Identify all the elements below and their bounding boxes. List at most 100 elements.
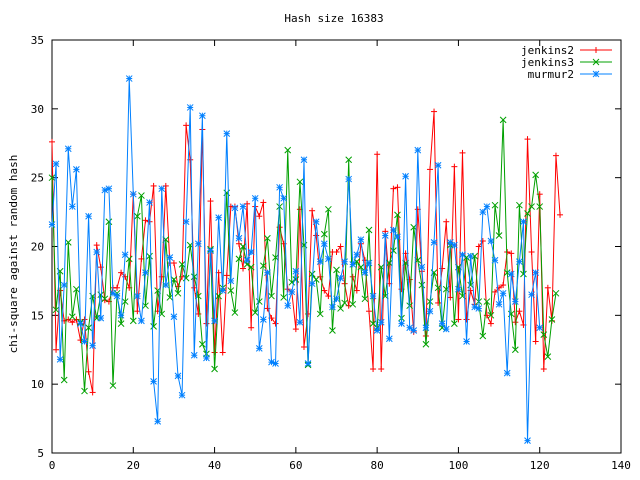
data-point (431, 108, 438, 115)
data-point (211, 365, 218, 373)
data-point (365, 226, 373, 234)
y-tick-label: 20 (31, 241, 44, 254)
data-point (491, 201, 499, 209)
y-tick-label: 30 (31, 103, 44, 116)
data-point (89, 342, 96, 349)
data-point (162, 281, 170, 289)
data-point (487, 320, 494, 327)
data-point (138, 317, 145, 325)
data-point (511, 298, 519, 305)
data-point (48, 221, 56, 228)
data-point (251, 194, 259, 202)
data-point (536, 203, 544, 210)
data-point (142, 217, 149, 224)
data-point (325, 255, 332, 263)
data-point (540, 366, 547, 373)
data-point (370, 366, 377, 373)
data-point (320, 230, 328, 238)
data-point (227, 277, 235, 285)
data-point (492, 288, 499, 295)
data-point (512, 319, 519, 326)
data-point (276, 183, 283, 191)
data-point (207, 198, 214, 205)
data-point (390, 185, 397, 192)
data-point (296, 178, 304, 186)
data-point (552, 152, 559, 159)
data-point (410, 327, 418, 334)
data-point (259, 262, 267, 270)
data-point (64, 239, 72, 246)
data-point (511, 346, 519, 354)
data-point (373, 327, 381, 334)
data-point (292, 267, 300, 275)
data-point (178, 391, 186, 399)
legend-label-jenkins3: jenkins3 (521, 56, 574, 69)
x-tick-label: 100 (448, 459, 468, 472)
data-point (223, 130, 231, 137)
data-point (374, 151, 381, 158)
data-point (524, 437, 531, 444)
data-point (264, 269, 271, 277)
data-point (341, 258, 348, 265)
data-point (385, 335, 393, 343)
series-layer (48, 75, 564, 444)
data-point (390, 247, 397, 254)
data-point (499, 116, 507, 124)
data-point (483, 203, 491, 210)
data-point (272, 360, 279, 367)
data-point (288, 288, 296, 296)
data-point (353, 287, 360, 294)
data-point (109, 382, 117, 389)
data-point (154, 417, 162, 425)
data-point (117, 311, 125, 319)
data-point (93, 242, 100, 249)
data-point (138, 192, 145, 199)
y-tick-label: 15 (31, 309, 44, 322)
series-murmur2 (48, 75, 544, 444)
data-point (174, 372, 182, 380)
data-point (508, 250, 515, 257)
data-point (114, 284, 121, 291)
data-point (394, 211, 401, 219)
data-point (443, 218, 450, 225)
data-point (422, 324, 430, 332)
data-point (68, 203, 76, 210)
data-point (264, 234, 271, 242)
data-point (366, 308, 373, 315)
data-point (313, 232, 320, 239)
data-point (308, 270, 316, 278)
data-point (117, 320, 125, 327)
data-point (406, 302, 414, 310)
y-axis-label: chi-square against random hash (7, 155, 20, 354)
data-point (248, 324, 255, 331)
data-point (239, 203, 247, 210)
data-point (235, 255, 243, 263)
data-point (365, 259, 373, 267)
data-point (475, 243, 482, 250)
data-point (540, 331, 548, 338)
data-point (162, 182, 169, 189)
data-point (422, 340, 430, 348)
y-ticks: 5 10 15 20 25 30 35 (31, 34, 621, 460)
data-point (439, 265, 446, 272)
data-point (77, 320, 84, 327)
data-point (516, 308, 523, 315)
data-point (105, 185, 113, 193)
data-point (337, 305, 344, 312)
data-point (292, 326, 299, 333)
data-point (166, 294, 174, 301)
plot-frame (51, 39, 622, 454)
data-point (219, 287, 227, 294)
data-point (255, 298, 263, 305)
data-point (284, 302, 292, 310)
data-point (203, 354, 210, 362)
data-point (207, 247, 214, 254)
data-point (243, 256, 251, 264)
data-point (321, 287, 328, 294)
data-point (341, 299, 348, 307)
data-point (296, 318, 304, 326)
data-point (455, 285, 462, 293)
data-point (231, 309, 239, 316)
